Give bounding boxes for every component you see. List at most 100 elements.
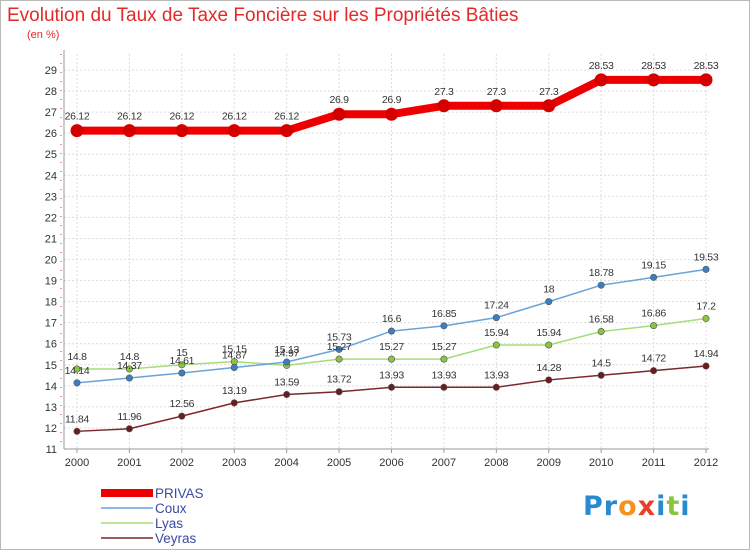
y-tick-label: 13	[45, 402, 57, 414]
data-label-coux: 14.61	[169, 355, 194, 367]
data-label-veyras: 14.72	[641, 353, 666, 365]
x-tick-label: 2004	[274, 457, 298, 469]
x-tick-label: 2005	[327, 457, 351, 469]
data-point-lyas	[73, 365, 81, 373]
logo-letter: i	[680, 491, 691, 522]
data-label-veyras: 13.72	[327, 374, 352, 386]
data-point-lyas	[335, 355, 343, 363]
data-label-privas: 27.3	[487, 86, 507, 98]
data-label-veyras: 12.56	[169, 398, 194, 410]
data-point-coux	[125, 374, 133, 382]
x-tick-label: 2003	[222, 457, 246, 469]
logo-letter: P	[583, 491, 604, 522]
data-label-veyras: 13.93	[379, 369, 404, 381]
data-label-lyas: 15.94	[536, 327, 561, 339]
data-point-coux	[545, 298, 553, 306]
data-point-veyras	[230, 399, 238, 407]
data-label-privas: 26.12	[117, 111, 142, 123]
data-point-lyas	[440, 355, 448, 363]
data-point-lyas	[387, 355, 395, 363]
y-tick-label: 26	[45, 128, 57, 140]
data-label-privas: 27.3	[539, 86, 559, 98]
data-point-privas	[699, 73, 713, 87]
y-tick-label: 22	[45, 212, 57, 224]
y-tick-label: 12	[45, 423, 57, 435]
data-point-veyras	[73, 427, 81, 435]
y-tick-label: 16	[45, 339, 57, 351]
legend-label-privas: PRIVAS	[155, 486, 204, 501]
legend-label-lyas: Lyas	[155, 516, 183, 531]
data-label-lyas: 15.94	[484, 327, 509, 339]
y-tick-label: 28	[45, 86, 57, 98]
data-label-lyas: 14.8	[120, 351, 140, 363]
data-point-coux	[387, 327, 395, 335]
data-point-coux	[597, 281, 605, 289]
data-point-lyas	[597, 328, 605, 336]
data-label-lyas: 16.86	[641, 308, 666, 320]
data-point-privas	[594, 73, 608, 87]
data-label-veyras: 14.28	[536, 362, 561, 374]
data-label-privas: 26.9	[382, 94, 402, 106]
data-label-coux: 15.13	[274, 344, 299, 356]
data-point-veyras	[335, 388, 343, 396]
logo-letter: r	[603, 491, 619, 522]
data-label-coux: 17.24	[484, 300, 509, 312]
data-label-privas: 28.53	[641, 60, 666, 72]
data-point-veyras	[125, 425, 133, 433]
data-label-lyas: 15.27	[379, 341, 404, 353]
data-point-coux	[178, 369, 186, 377]
x-tick-label: 2007	[432, 457, 456, 469]
data-label-privas: 26.12	[65, 111, 90, 123]
data-label-coux: 16.6	[382, 313, 402, 325]
data-label-lyas: 15	[176, 347, 188, 359]
data-point-veyras	[597, 371, 605, 379]
logo-letter: i	[656, 491, 667, 522]
data-point-coux	[73, 379, 81, 387]
data-point-veyras	[178, 412, 186, 420]
data-point-veyras	[545, 376, 553, 384]
y-tick-label: 15	[45, 360, 57, 372]
data-label-lyas: 15.27	[432, 341, 457, 353]
data-label-coux: 14.87	[222, 350, 247, 362]
legend-label-veyras: Veyras	[155, 531, 197, 546]
data-point-veyras	[702, 362, 710, 370]
data-point-lyas	[650, 322, 658, 330]
data-point-veyras	[492, 383, 500, 391]
data-label-lyas: 14.97	[274, 347, 299, 359]
data-label-coux: 18	[543, 284, 555, 296]
data-label-veyras: 13.59	[274, 376, 299, 388]
data-label-coux: 18.78	[589, 267, 614, 279]
y-tick-label: 11	[46, 444, 57, 456]
data-point-privas	[332, 107, 346, 121]
data-label-privas: 28.53	[589, 60, 614, 72]
y-tick-label: 14	[45, 381, 57, 393]
data-label-privas: 26.12	[222, 111, 247, 123]
x-tick-label: 2000	[65, 457, 89, 469]
data-point-privas	[280, 124, 294, 138]
data-label-veyras: 13.19	[222, 385, 247, 397]
data-label-coux: 19.53	[694, 251, 719, 263]
y-tick-label: 23	[45, 191, 57, 203]
data-label-veyras: 13.93	[484, 369, 509, 381]
data-label-privas: 28.53	[694, 60, 719, 72]
data-label-veyras: 14.5	[592, 357, 612, 369]
x-tick-label: 2012	[694, 457, 718, 469]
data-label-lyas: 16.58	[589, 314, 614, 326]
proxiti-logo: Proxiti	[583, 491, 691, 522]
data-label-privas: 26.12	[169, 111, 194, 123]
x-tick-label: 2010	[589, 457, 613, 469]
y-tick-label: 25	[45, 149, 57, 161]
data-point-privas	[70, 124, 84, 138]
data-point-privas	[489, 99, 503, 113]
x-tick-label: 2006	[379, 457, 403, 469]
data-label-coux: 19.15	[641, 259, 666, 271]
x-tick-label: 2001	[117, 457, 141, 469]
data-point-lyas	[702, 314, 710, 322]
x-tick-label: 2009	[537, 457, 561, 469]
data-point-privas	[385, 107, 398, 121]
data-point-privas	[175, 124, 189, 138]
data-point-privas	[437, 99, 451, 113]
logo-letter: o	[618, 491, 638, 522]
x-tick-label: 2008	[484, 457, 508, 469]
data-label-coux: 14.14	[65, 365, 90, 377]
